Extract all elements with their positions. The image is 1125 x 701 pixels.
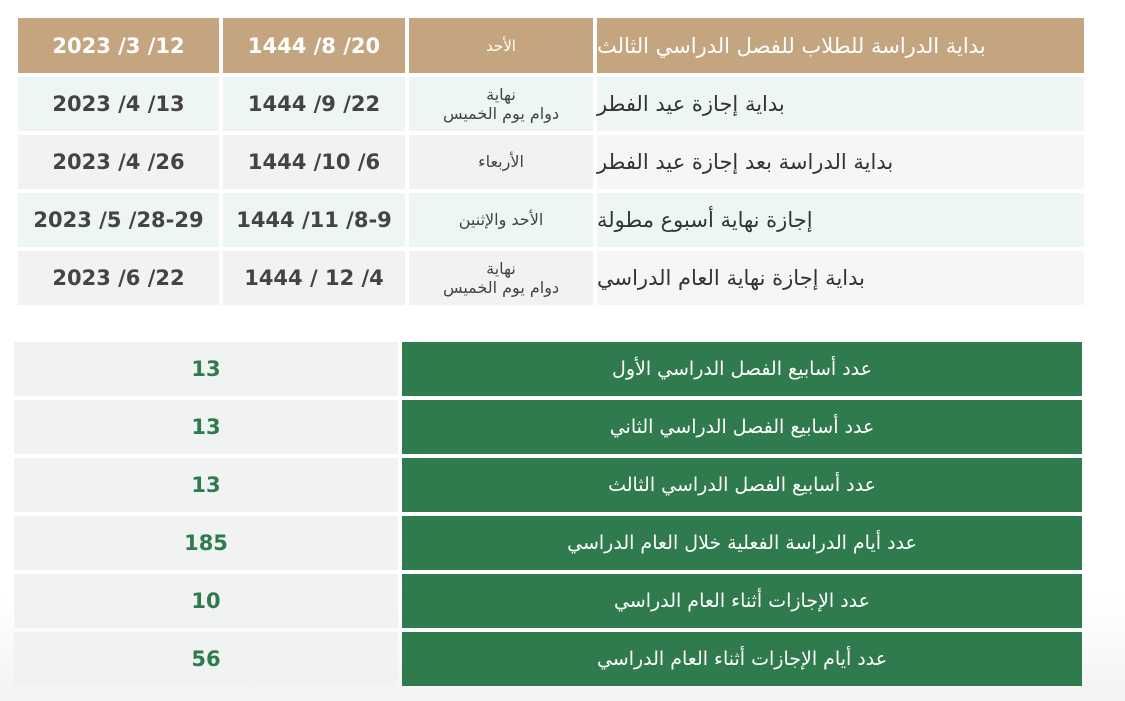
gregorian-date-cell: 22/ 6/ 2023 <box>18 251 219 305</box>
event-cell: بداية إجازة نهاية العام الدراسي <box>597 251 1084 305</box>
day-line: الأربعاء <box>478 152 524 172</box>
school-calendar-table: بداية الدراسة للطلاب للفصل الدراسي الثال… <box>14 18 1084 309</box>
day-line: دوام يوم الخميس <box>442 278 560 297</box>
day-cell: نهاية دوام يوم الخميس <box>409 77 593 131</box>
day-cell: الأحد والإثنين <box>409 193 593 247</box>
hijri-date-cell: 6/ 10/ 1444 <box>223 135 405 189</box>
hijri-date-cell: 8-9/ 11/ 1444 <box>223 193 405 247</box>
stat-value: 13 <box>14 400 398 454</box>
stat-value: 13 <box>14 342 398 396</box>
stat-row: عدد أسابيع الفصل الدراسي الأول 13 <box>14 342 1082 396</box>
day-line: الأحد والإثنين <box>458 210 544 230</box>
day-line: نهاية <box>486 84 516 104</box>
event-cell: بداية الدراسة للطلاب للفصل الدراسي الثال… <box>597 18 1084 73</box>
hijri-date-cell: 4/ 12 / 1444 <box>223 251 405 305</box>
calendar-row: بداية الدراسة بعد إجازة عيد الفطر الأربع… <box>14 135 1084 189</box>
day-cell: الأربعاء <box>409 135 593 189</box>
stat-row: عدد أسابيع الفصل الدراسي الثاني 13 <box>14 400 1082 454</box>
calendar-row: بداية إجازة نهاية العام الدراسي نهاية دو… <box>14 251 1084 305</box>
day-line: دوام يوم الخميس <box>442 104 560 123</box>
event-cell: بداية الدراسة بعد إجازة عيد الفطر <box>597 135 1084 189</box>
stat-value: 56 <box>14 632 398 686</box>
stat-value: 185 <box>14 516 398 570</box>
stat-row: عدد أيام الإجازات أثناء العام الدراسي 56 <box>14 632 1082 686</box>
hijri-date-cell: 20/ 8/ 1444 <box>223 18 405 73</box>
stat-row: عدد أسابيع الفصل الدراسي الثالث 13 <box>14 458 1082 512</box>
calendar-row: إجازة نهاية أسبوع مطولة الأحد والإثنين 8… <box>14 193 1084 247</box>
stat-label: عدد أيام الدراسة الفعلية خلال العام الدر… <box>402 516 1082 570</box>
day-cell: نهاية دوام يوم الخميس <box>409 251 593 305</box>
stat-row: عدد أيام الدراسة الفعلية خلال العام الدر… <box>14 516 1082 570</box>
day-line: نهاية <box>486 258 516 278</box>
calendar-header-row: بداية الدراسة للطلاب للفصل الدراسي الثال… <box>14 18 1084 73</box>
day-cell: الأحد <box>409 18 593 73</box>
stat-value: 10 <box>14 574 398 628</box>
event-cell: إجازة نهاية أسبوع مطولة <box>597 193 1084 247</box>
gregorian-date-cell: 13/ 4/ 2023 <box>18 77 219 131</box>
stat-label: عدد أسابيع الفصل الدراسي الثاني <box>402 400 1082 454</box>
hijri-date-cell: 22/ 9/ 1444 <box>223 77 405 131</box>
stat-value: 13 <box>14 458 398 512</box>
stat-row: عدد الإجازات أثناء العام الدراسي 10 <box>14 574 1082 628</box>
event-cell: بداية إجازة عيد الفطر <box>597 77 1084 131</box>
stat-label: عدد أيام الإجازات أثناء العام الدراسي <box>402 632 1082 686</box>
calendar-row: بداية إجازة عيد الفطر نهاية دوام يوم الخ… <box>14 77 1084 131</box>
gregorian-date-cell: 12/ 3/ 2023 <box>18 18 219 73</box>
academic-year-stats-table: عدد أسابيع الفصل الدراسي الأول 13 عدد أس… <box>14 342 1082 690</box>
gregorian-date-cell: 26/ 4/ 2023 <box>18 135 219 189</box>
stat-label: عدد أسابيع الفصل الدراسي الثالث <box>402 458 1082 512</box>
stat-label: عدد أسابيع الفصل الدراسي الأول <box>402 342 1082 396</box>
gregorian-date-cell: 28-29/ 5/ 2023 <box>18 193 219 247</box>
stat-label: عدد الإجازات أثناء العام الدراسي <box>402 574 1082 628</box>
